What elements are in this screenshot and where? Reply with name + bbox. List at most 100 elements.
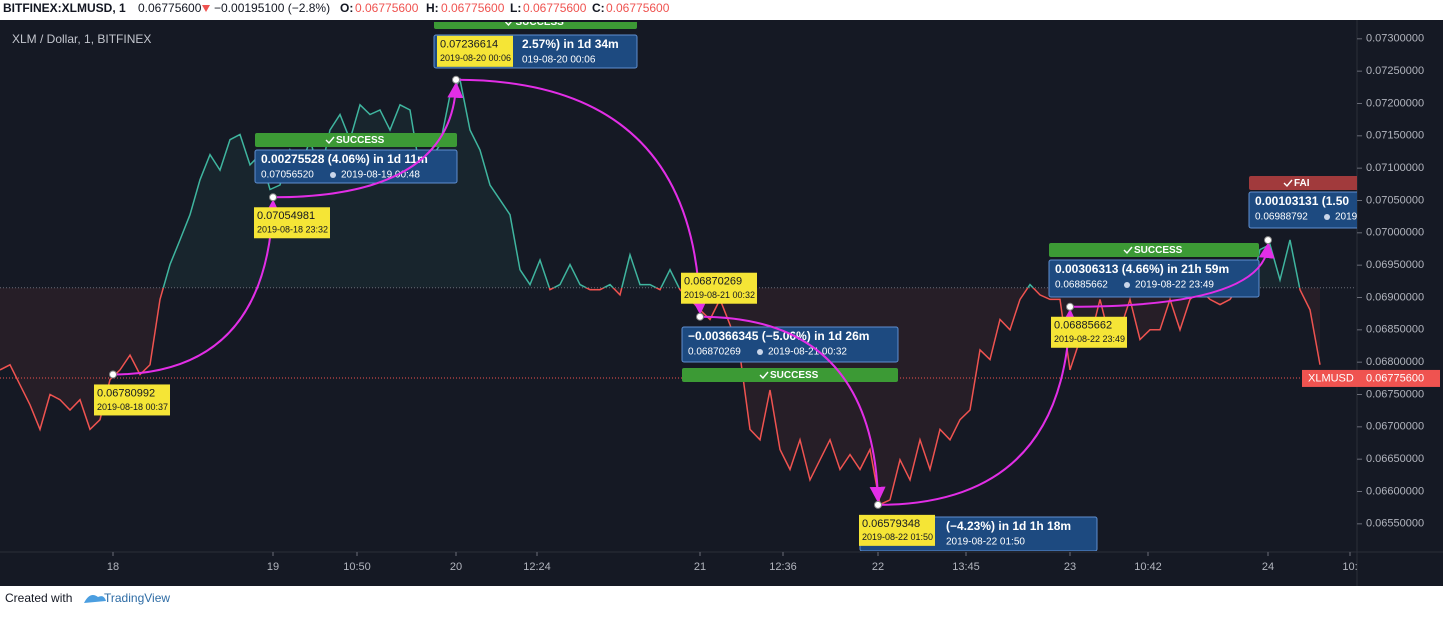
price-label: 0.07054981 bbox=[257, 210, 315, 222]
footer-bar bbox=[0, 586, 1443, 616]
change: −0.00195100 (−2.8%) bbox=[214, 1, 330, 15]
price-label: 0.07236614 bbox=[440, 39, 498, 51]
point bbox=[696, 312, 704, 321]
y-tick-label: 0.07300000 bbox=[1366, 33, 1424, 45]
y-tick-label: 0.06550000 bbox=[1366, 518, 1424, 530]
measure-date: 2019-08-21 00:32 bbox=[768, 347, 847, 358]
x-tick-label: 10: bbox=[1342, 561, 1357, 573]
footer-brand[interactable]: TradingView bbox=[104, 591, 170, 605]
check-icon bbox=[325, 136, 335, 145]
x-tick-label: 18 bbox=[107, 561, 119, 573]
measure-date: 2019- bbox=[1335, 212, 1361, 223]
y-tick-label: 0.07050000 bbox=[1366, 194, 1424, 206]
arrow bbox=[455, 78, 708, 315]
check-icon bbox=[505, 22, 512, 27]
measure-date: 2019-08-22 01:50 bbox=[946, 537, 1025, 548]
price-tag bbox=[1302, 369, 1440, 387]
y-tick-label: 0.06750000 bbox=[1366, 388, 1424, 400]
y-tick-label: 0.07000000 bbox=[1366, 227, 1424, 239]
measure-change: (−4.23%) in 1d 1h 18m bbox=[946, 519, 1071, 533]
status-text: SUCCESS bbox=[1134, 245, 1183, 256]
price-label-box bbox=[1051, 316, 1127, 348]
measure-change: 0.00306313 (4.66%) in 21h 59m bbox=[1055, 262, 1229, 276]
arrow bbox=[699, 315, 886, 503]
last-price: 0.06775600 bbox=[138, 1, 202, 15]
y-tick-label: 0.06950000 bbox=[1366, 259, 1424, 271]
measure-change: 0.00275528 (4.06%) in 1d 11m bbox=[261, 152, 428, 166]
price-tag-symbol: XLMUSD bbox=[1308, 372, 1354, 384]
price-label: 0.06780992 bbox=[97, 387, 155, 399]
x-tick-label: 13:45 bbox=[952, 561, 980, 573]
measure-change: 0.00103131 (1.50 bbox=[1255, 194, 1349, 208]
header-bar bbox=[0, 0, 1443, 20]
measure-price: 0.06870269 bbox=[688, 347, 741, 358]
point bbox=[1066, 302, 1074, 311]
y-tick-label: 0.06900000 bbox=[1366, 291, 1424, 303]
status-banner bbox=[434, 22, 637, 29]
price-label-box bbox=[437, 35, 513, 67]
price-label: 0.06885662 bbox=[1054, 320, 1112, 332]
y-tick-label: 0.06800000 bbox=[1366, 356, 1424, 368]
clock-icon bbox=[1124, 282, 1130, 288]
date-label: 2019-08-22 01:50 bbox=[862, 532, 933, 542]
arrow bbox=[1069, 242, 1275, 308]
date-label: 2019-08-18 00:37 bbox=[97, 402, 168, 412]
y-tick-label: 0.06650000 bbox=[1366, 453, 1424, 465]
area-below bbox=[0, 287, 1320, 505]
x-tick-label: 10:42 bbox=[1134, 561, 1162, 573]
measure-change: 2.57%) in 1d 34m bbox=[522, 37, 619, 51]
y-tick-label: 0.07100000 bbox=[1366, 162, 1424, 174]
date-label: 2019-08-21 00:32 bbox=[684, 290, 755, 300]
price-label-box bbox=[681, 272, 757, 304]
price-line-below bbox=[0, 287, 1321, 506]
x-tick-label: 24 bbox=[1262, 561, 1274, 573]
down-arrow bbox=[202, 5, 210, 12]
x-tick-label: 23 bbox=[1064, 561, 1076, 573]
ohlc-label: C: bbox=[592, 1, 605, 15]
footer: Created with TradingView bbox=[5, 591, 170, 605]
price-label-box bbox=[94, 384, 170, 416]
y-tick-label: 0.07150000 bbox=[1366, 130, 1424, 142]
check-icon bbox=[1123, 246, 1133, 255]
measure-box bbox=[1048, 259, 1260, 298]
x-tick-label: 20 bbox=[450, 561, 462, 573]
arrow bbox=[877, 308, 1078, 506]
point bbox=[1264, 236, 1272, 245]
date-label: 2019-08-22 23:49 bbox=[1054, 334, 1125, 344]
check-icon bbox=[759, 371, 769, 380]
measure-price: 0.07056520 bbox=[261, 170, 314, 181]
status-banner bbox=[1049, 243, 1259, 257]
arrow bbox=[272, 81, 464, 199]
point bbox=[109, 370, 117, 379]
y-tick-label: 0.06600000 bbox=[1366, 485, 1424, 497]
price-label: 0.06579348 bbox=[862, 518, 920, 530]
clock-icon bbox=[330, 172, 336, 178]
measure-date: 2019-08-22 23:49 bbox=[1135, 280, 1214, 291]
measure-change: −0.00366345 (−5.06%) in 1d 26m bbox=[688, 329, 869, 343]
price-line-above bbox=[162, 77, 1301, 288]
measure-date: 2019-08-19 00:48 bbox=[341, 170, 420, 181]
plot: SUCCESS 0.00275528 (4.06%) in 1d 11m 0.070… bbox=[0, 22, 1361, 551]
arrow bbox=[112, 199, 281, 376]
clock-icon bbox=[757, 349, 763, 355]
ohlc-label: H: bbox=[426, 1, 439, 15]
x-tick-label: 12:36 bbox=[769, 561, 797, 573]
symbol: BITFINEX:XLMUSD, 1 bbox=[3, 1, 126, 15]
y-tick-label: 0.06700000 bbox=[1366, 421, 1424, 433]
ohlc-label: L: bbox=[510, 1, 521, 15]
ohlc-value: 0.06775600 bbox=[441, 1, 505, 15]
price-tag-value: 0.06775600 bbox=[1366, 372, 1424, 384]
ohlc-value: 0.06775600 bbox=[606, 1, 670, 15]
price-label-box bbox=[859, 514, 935, 546]
measure-box bbox=[254, 149, 458, 184]
point bbox=[452, 75, 460, 84]
status-text: SUCCESS bbox=[336, 135, 385, 146]
chart-title: XLM / Dollar, 1, BITFINEX bbox=[12, 32, 151, 46]
ohlc-value: 0.06775600 bbox=[355, 1, 419, 15]
x-tick-label: 21 bbox=[694, 561, 706, 573]
x-tick-label: 10:50 bbox=[343, 561, 371, 573]
x-tick-label: 12:24 bbox=[523, 561, 551, 573]
measure-date: 019-08-20 00:06 bbox=[522, 55, 596, 66]
status-text: FAI bbox=[1294, 178, 1310, 189]
